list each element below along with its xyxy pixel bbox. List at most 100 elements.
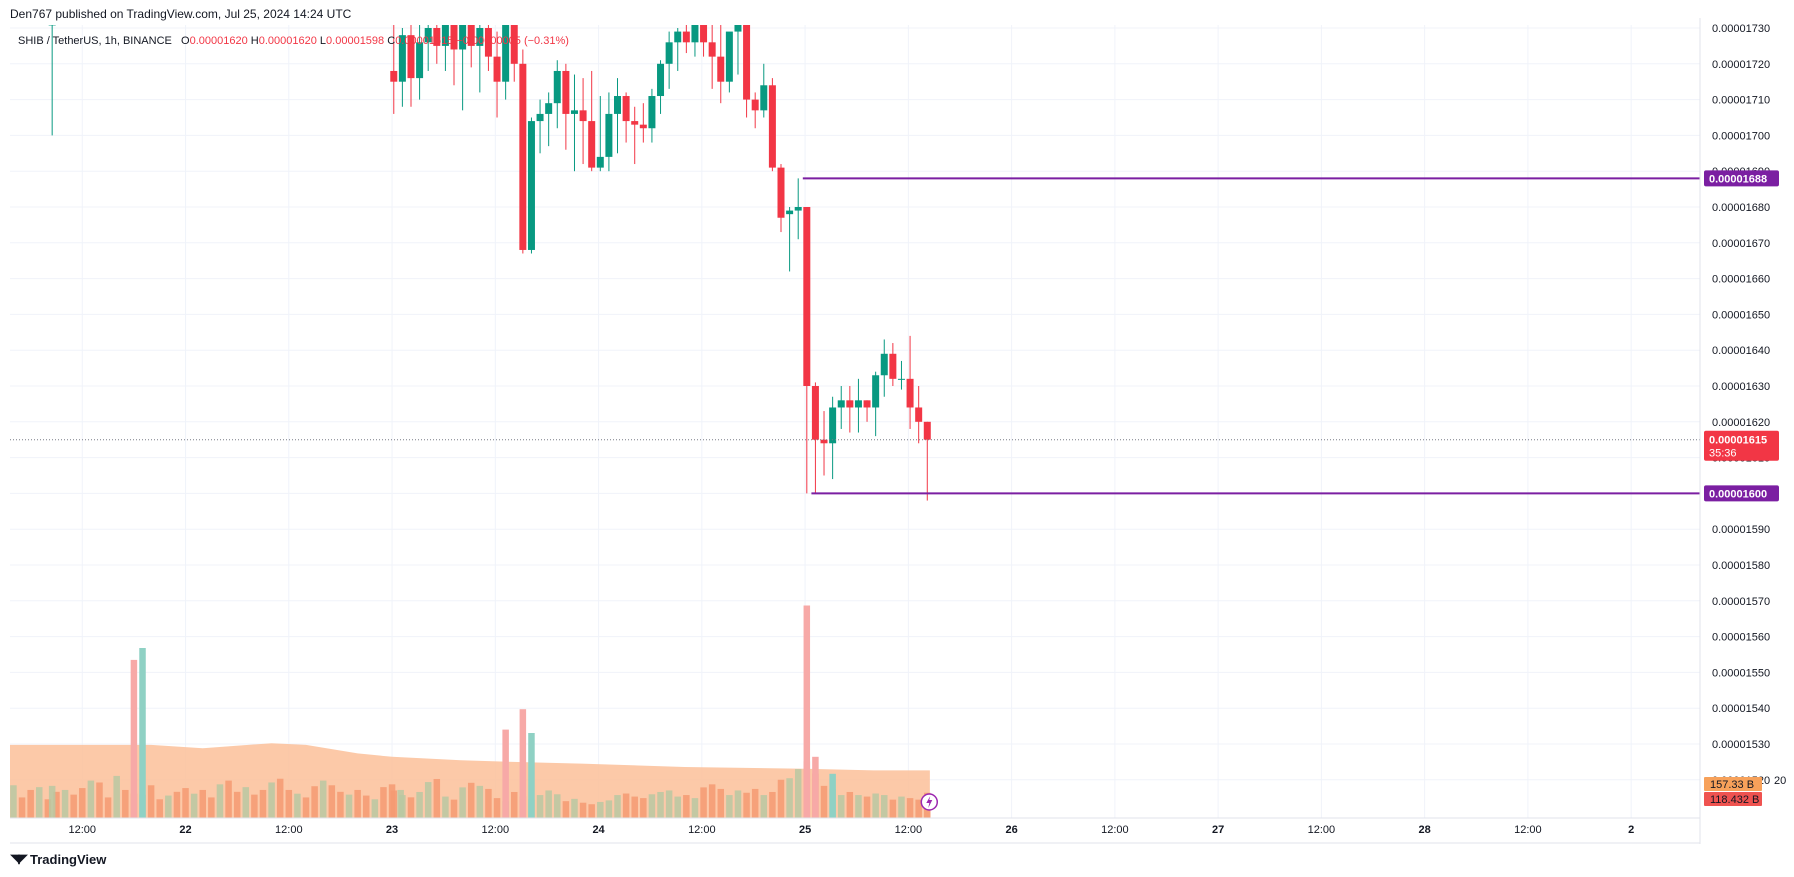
candle-body xyxy=(545,103,553,114)
symbol-legend: SHIB / TetherUS, 1h, BINANCE O0.00001620… xyxy=(18,35,569,47)
volume-bar xyxy=(528,733,535,818)
price-tick-label: 0.00001570 xyxy=(1712,596,1770,608)
candle-body xyxy=(519,63,527,250)
candle-body xyxy=(441,24,449,46)
candle-body xyxy=(829,407,837,444)
volume-bar xyxy=(18,797,26,818)
volume-bar xyxy=(302,797,310,818)
volume-bar xyxy=(829,773,836,818)
volume-bar xyxy=(493,798,501,818)
volume-bar xyxy=(70,794,77,818)
current-price-label: 0.00001615 xyxy=(1709,435,1767,447)
price-tick-label: 0.00001550 xyxy=(1712,667,1770,679)
candle-body xyxy=(846,400,854,408)
candle-body xyxy=(433,28,441,46)
volume-label-bg xyxy=(1704,792,1762,806)
volume-bar xyxy=(294,793,301,818)
publisher-caption: Den767 published on TradingView.com, Jul… xyxy=(10,7,352,21)
volume-bar xyxy=(165,795,172,818)
volume-bar xyxy=(708,784,716,818)
volume-bar xyxy=(459,787,466,818)
candle-body xyxy=(622,96,630,122)
candle-body xyxy=(588,121,596,168)
volume-bar xyxy=(700,787,707,818)
candle-body xyxy=(863,400,871,408)
volume-bar xyxy=(915,799,922,818)
volume-bar xyxy=(622,793,630,818)
volume-bar xyxy=(554,794,561,818)
candle-body xyxy=(923,421,931,440)
volume-bar xyxy=(27,789,34,818)
volume-bar xyxy=(380,787,387,818)
volume-bar xyxy=(337,791,344,818)
volume-bar xyxy=(44,799,52,818)
candle-body xyxy=(476,28,484,46)
candle-body xyxy=(820,439,828,444)
level-price-label: 0.00001688 xyxy=(1709,173,1767,185)
volume-bar xyxy=(311,786,318,818)
candle-body xyxy=(682,31,690,43)
volume-bar xyxy=(640,798,647,818)
candle-body xyxy=(854,400,862,408)
volume-bar xyxy=(113,775,120,818)
volume-bar xyxy=(545,790,552,818)
price-tick-label: 0.00001710 xyxy=(1712,95,1770,107)
time-tick-label: 28 xyxy=(1419,824,1431,836)
volume-bar xyxy=(657,791,664,818)
time-tick-label: 2 xyxy=(1628,824,1634,836)
volume-bar xyxy=(130,659,138,818)
volume-bar xyxy=(208,797,215,818)
volume-bar xyxy=(648,794,656,818)
volume-bar xyxy=(61,789,69,818)
symbol-name[interactable]: SHIB / TetherUS, 1h, BINANCE xyxy=(18,35,172,47)
volume-bar xyxy=(605,800,613,818)
volume-bar xyxy=(216,784,224,818)
time-tick-label: 12:00 xyxy=(482,824,510,836)
time-tick-label: 12:00 xyxy=(1101,824,1129,836)
time-tick-label: 25 xyxy=(799,824,811,836)
volume-bar xyxy=(362,795,370,818)
volume-bar xyxy=(242,787,250,818)
lightning-icon[interactable] xyxy=(920,793,939,811)
candle-body xyxy=(467,20,475,46)
volume-bar xyxy=(726,795,733,818)
volume-label-bg xyxy=(1704,777,1762,791)
candle-body xyxy=(708,42,716,57)
volume-bar xyxy=(760,795,768,818)
candle-body xyxy=(562,70,570,114)
price-tick-label: 0.00001650 xyxy=(1712,309,1770,321)
volume-bar xyxy=(803,605,811,818)
candle-body xyxy=(579,110,587,122)
volume-bar xyxy=(48,785,56,818)
candle-body xyxy=(777,167,785,218)
volume-bar xyxy=(122,789,129,818)
level-price-label: 0.00001600 xyxy=(1709,488,1767,500)
volume-bar xyxy=(268,782,275,818)
volume-bar xyxy=(519,709,527,818)
volume-bar xyxy=(562,801,570,818)
volume-bar xyxy=(147,785,155,818)
candle-body xyxy=(794,207,802,211)
price-tick-label: 0.00001720 xyxy=(1712,59,1770,71)
volume-bar xyxy=(424,782,432,818)
candle-body xyxy=(502,17,510,82)
header-mask xyxy=(0,0,1700,25)
price-tick-label: 0.00001590 xyxy=(1712,524,1770,536)
high-label: H xyxy=(250,35,259,47)
candle-body xyxy=(691,24,699,43)
volume-bar xyxy=(476,785,484,818)
time-axis: 12:00 22 12:00 23 12:00 24 12:00 25 12:00 26 12:00… xyxy=(10,817,1700,836)
candle-countdown-label: 35:36 xyxy=(1709,448,1737,460)
volume-bar xyxy=(407,797,415,818)
volume-bar xyxy=(182,788,189,818)
volume-bar xyxy=(691,798,699,818)
volume-bar xyxy=(571,798,578,818)
volume-bar xyxy=(251,794,258,818)
volume-bar xyxy=(276,778,284,818)
candle-body xyxy=(398,35,406,82)
candles xyxy=(48,10,931,501)
volume-bar xyxy=(786,778,793,818)
high-value: 0.00001620 xyxy=(258,35,317,47)
tradingview-logo[interactable]: ◥◤ TradingView xyxy=(10,851,106,867)
